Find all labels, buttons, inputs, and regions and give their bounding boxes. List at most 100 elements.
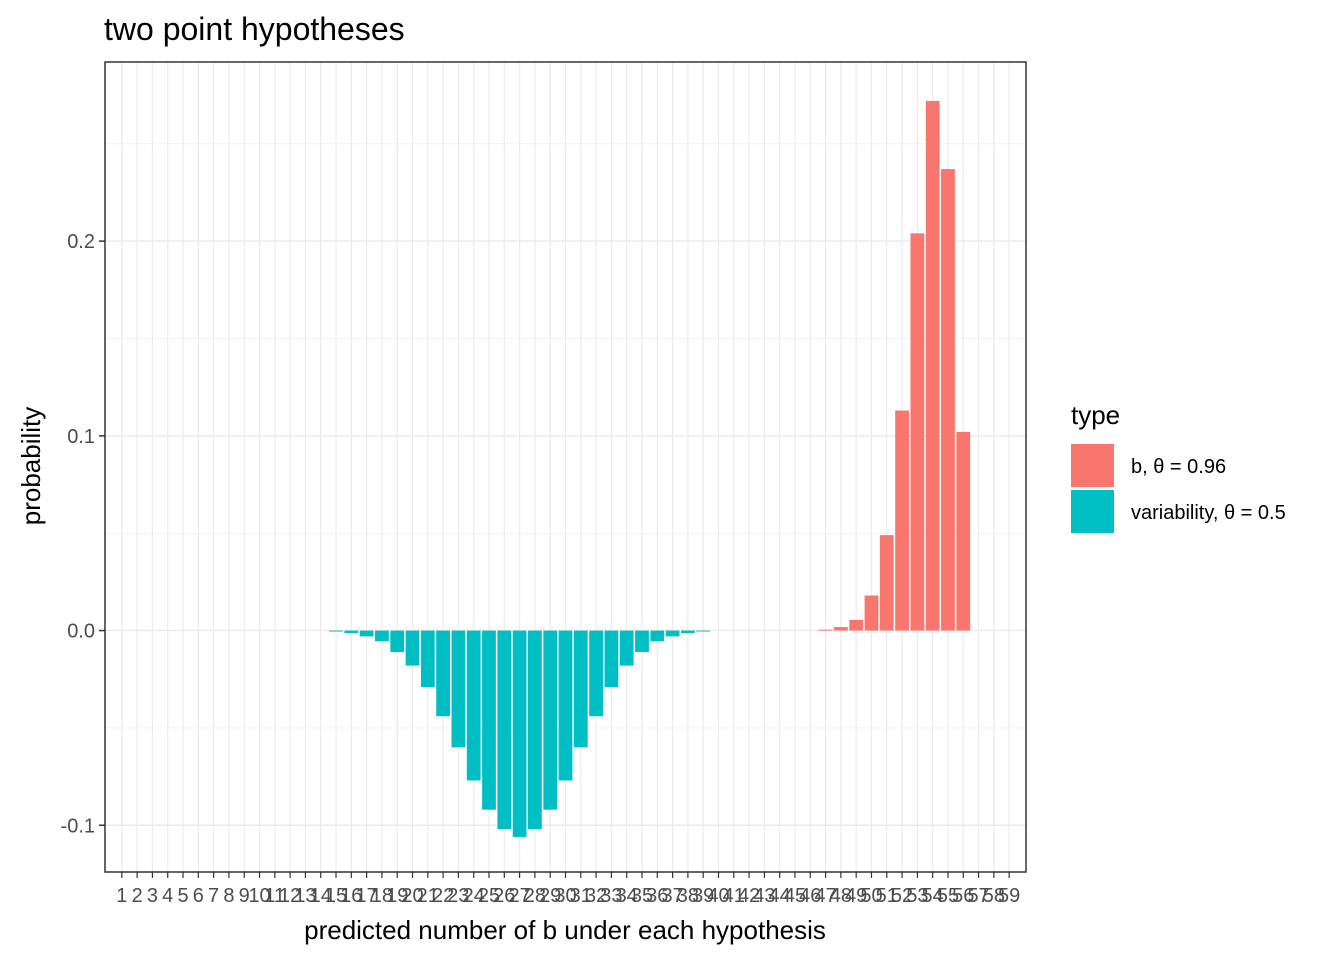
bar — [650, 630, 665, 642]
x-tick-label: 44 — [769, 885, 791, 907]
legend-swatch — [1071, 490, 1114, 533]
bar — [696, 630, 711, 632]
x-tick-label: 1 — [116, 885, 127, 907]
grid-major — [105, 62, 1026, 872]
x-tick-label: 37 — [661, 885, 683, 907]
bar — [329, 630, 343, 632]
x-tick-label: 2 — [132, 885, 143, 907]
bar — [390, 630, 405, 652]
bar — [558, 630, 573, 781]
x-tick-label: 21 — [417, 885, 439, 907]
legend-swatch — [1071, 444, 1114, 487]
x-tick-label: 8 — [223, 885, 234, 907]
bar — [420, 630, 435, 688]
bar — [604, 630, 619, 688]
x-tick-label: 38 — [677, 885, 699, 907]
chart-title: two point hypotheses — [104, 11, 405, 47]
x-tick-label: 46 — [799, 885, 821, 907]
bar — [344, 630, 359, 634]
x-tick-label: 51 — [876, 885, 898, 907]
y-axis: -0.1 0.0 0.1 0.2 — [61, 231, 105, 837]
legend-label: variability, θ = 0.5 — [1131, 502, 1286, 524]
x-tick-label: 28 — [524, 885, 546, 907]
x-tick-label: 57 — [967, 885, 989, 907]
x-tick-label: 56 — [952, 885, 974, 907]
bar — [681, 630, 695, 634]
x-tick-label: 47 — [814, 885, 836, 907]
x-tick-label: 19 — [386, 885, 408, 907]
x-tick-label: 48 — [830, 885, 852, 907]
bars — [329, 100, 971, 837]
legend-label: b, θ = 0.96 — [1131, 456, 1226, 478]
bar — [956, 431, 971, 631]
x-tick-label: 16 — [340, 885, 362, 907]
x-tick-label: 53 — [906, 885, 928, 907]
x-tick-label: 9 — [239, 885, 250, 907]
bar — [635, 630, 649, 652]
x-tick-label: 33 — [600, 885, 622, 907]
bar — [573, 630, 588, 748]
x-tick-label: 10 — [248, 885, 270, 907]
bar — [879, 535, 894, 631]
bar — [864, 595, 879, 631]
x-tick-label: 3 — [147, 885, 158, 907]
x-tick-label: 12 — [279, 885, 301, 907]
x-axis-title: predicted number of b under each hypothe… — [304, 915, 826, 945]
bar — [833, 627, 848, 631]
x-tick-label: 22 — [432, 885, 454, 907]
x-tick-label: 20 — [401, 885, 423, 907]
x-tick-label: 14 — [310, 885, 332, 907]
bar — [405, 630, 420, 666]
bar — [436, 630, 450, 717]
x-tick-label: 24 — [463, 885, 485, 907]
bar — [359, 630, 374, 637]
bar — [512, 630, 527, 837]
bar — [497, 630, 512, 830]
y-tick-label: 0.2 — [67, 231, 95, 253]
bar — [849, 619, 864, 631]
x-tick-label: 30 — [554, 885, 576, 907]
legend-title: type — [1071, 400, 1120, 430]
x-tick-label: 23 — [447, 885, 469, 907]
x-tick-label: 13 — [294, 885, 316, 907]
bar — [910, 233, 925, 631]
bar — [895, 410, 909, 631]
x-tick-label: 43 — [753, 885, 775, 907]
x-tick-label: 52 — [891, 885, 913, 907]
y-axis-title: probability — [16, 407, 46, 526]
bar — [941, 169, 955, 631]
x-tick-label: 35 — [631, 885, 653, 907]
bar — [665, 630, 680, 637]
y-tick-label: 0.1 — [67, 426, 95, 448]
x-tick-label: 31 — [570, 885, 592, 907]
x-tick-label: 17 — [355, 885, 377, 907]
bar — [589, 630, 603, 717]
bar — [925, 100, 940, 631]
x-tick-label: 5 — [177, 885, 188, 907]
x-tick-label: 29 — [539, 885, 561, 907]
x-tick-label: 59 — [998, 885, 1020, 907]
x-tick-label: 58 — [983, 885, 1005, 907]
x-tick-label: 40 — [707, 885, 729, 907]
bar — [543, 630, 558, 810]
bar — [619, 630, 634, 666]
x-tick-label: 39 — [692, 885, 714, 907]
x-tick-label: 42 — [738, 885, 760, 907]
x-tick-label: 25 — [478, 885, 500, 907]
bar — [818, 629, 833, 631]
x-tick-label: 49 — [845, 885, 867, 907]
x-tick-label: 45 — [784, 885, 806, 907]
y-tick-label: 0.0 — [67, 621, 95, 643]
x-tick-label: 27 — [508, 885, 530, 907]
bar — [466, 630, 481, 781]
x-tick-label: 32 — [585, 885, 607, 907]
bar — [482, 630, 496, 810]
x-tick-label: 41 — [723, 885, 745, 907]
x-tick-label: 11 — [264, 885, 285, 907]
bar — [451, 630, 466, 748]
x-tick-label: 4 — [162, 885, 173, 907]
x-tick-label: 34 — [616, 885, 638, 907]
legend: type b, θ = 0.96 variability, θ = 0.5 — [1071, 400, 1286, 533]
x-tick-label: 54 — [922, 885, 944, 907]
